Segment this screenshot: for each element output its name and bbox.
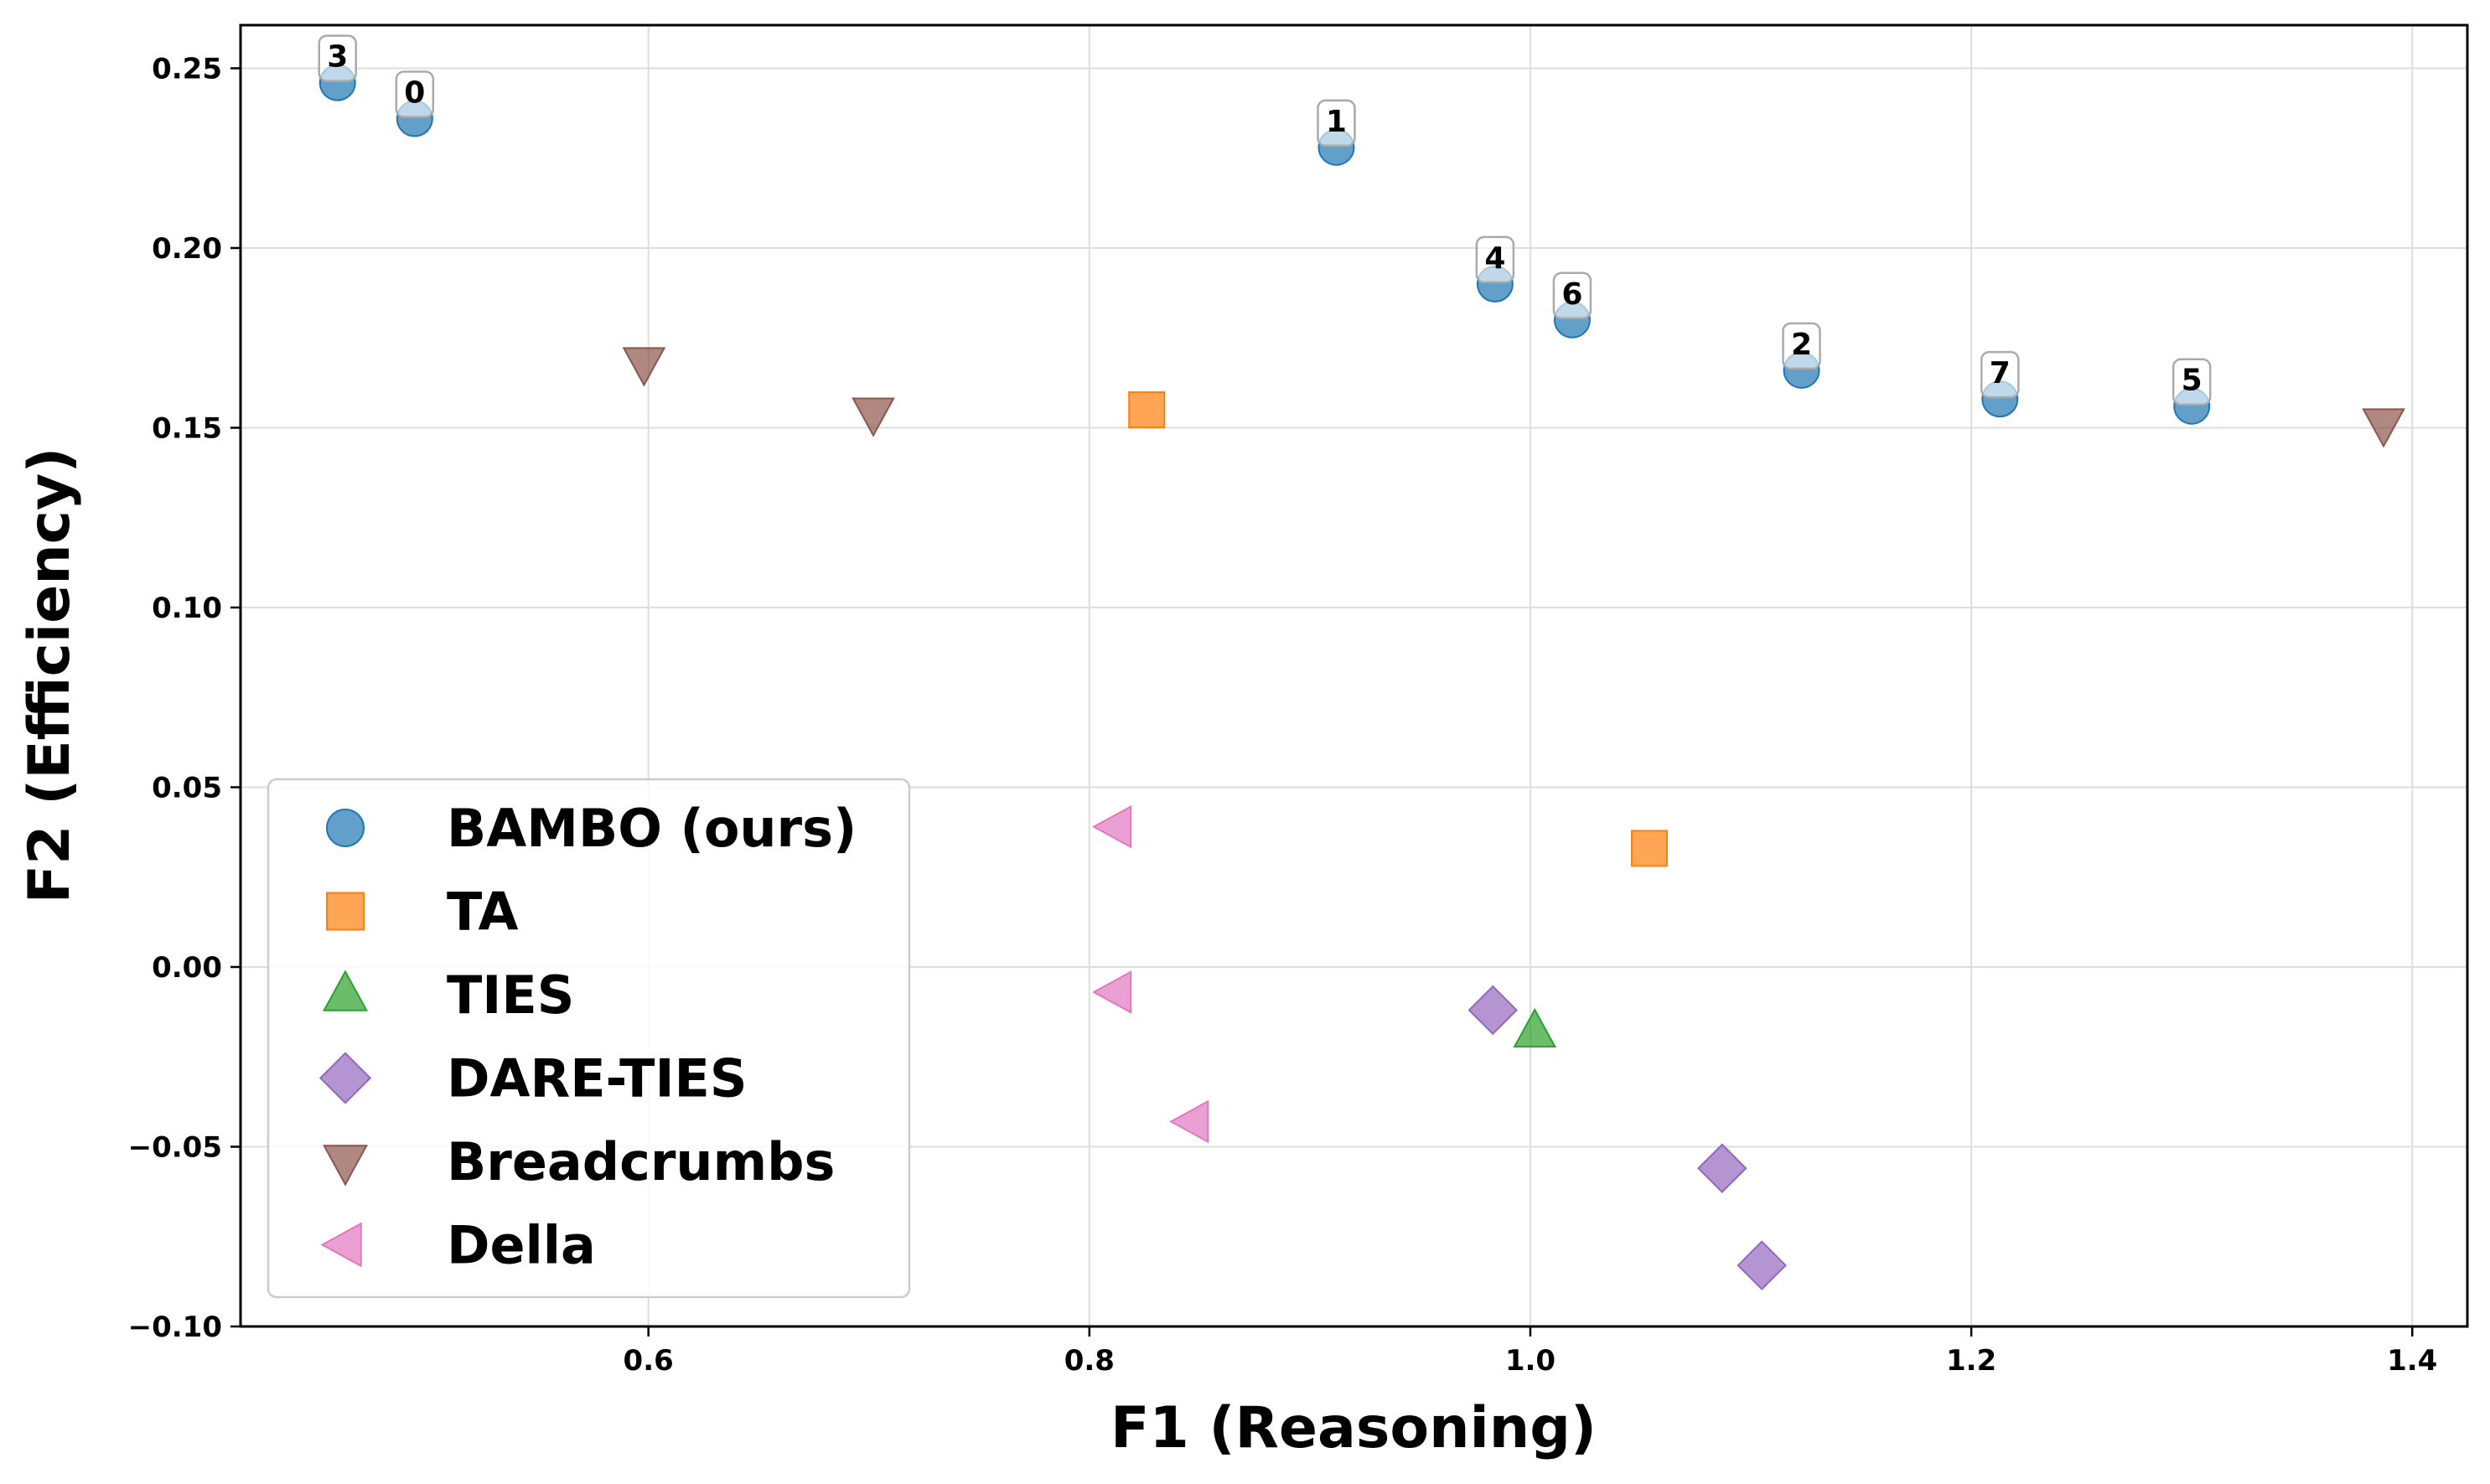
point-label: 3 [327,40,348,75]
legend-entry-label: TA [447,882,518,943]
data-point [1092,804,1132,849]
data-point [1468,985,1518,1036]
y-tick-label: 0.00 [152,951,222,985]
x-tick-label: 1.4 [2387,1344,2437,1378]
legend-box [267,778,911,1299]
point-labels: 3 0 1 4 6 2 7 5 [318,34,2212,406]
data-point [622,347,666,387]
point-label: 0 [404,76,425,111]
point-label-box [2172,358,2212,406]
legend-entry-label: TIES [447,964,574,1026]
plot-frame [239,23,2469,1328]
data-point [1631,830,1669,867]
legend-marker [318,1052,372,1104]
data-point [1513,1007,1557,1048]
point-label-box [1552,271,1592,320]
point-label-box [318,34,358,82]
legend-marker [323,1145,368,1187]
legend-marker [326,809,365,847]
point-label: 6 [1561,277,1582,312]
y-tick-label: 0.25 [152,52,222,85]
axis-ticks: 0.6 0.8 1.0 1.2 1.4 −0.10 −0.05 0.00 0.05 0.10 0.1… [128,52,2438,1378]
y-tick-label: 0.10 [152,592,222,625]
point-label: 5 [2182,364,2203,398]
y-tick-label: 0.05 [152,771,222,804]
point-label-box [1475,235,1515,284]
x-tick-label: 0.6 [624,1344,674,1378]
point-label-box [1317,99,1356,147]
legend-entry-label: Breadcrumbs [447,1131,835,1192]
point-label: 4 [1484,241,1505,276]
point-label: 1 [1326,105,1347,139]
legend-marker [323,970,368,1011]
legend-marker [320,1222,362,1268]
data-point [1128,391,1166,429]
point-label-box [1782,322,1821,370]
legend-entry-label: BAMBO (ours) [447,798,857,859]
data-point [852,397,895,437]
y-tick-label: 0.15 [152,411,222,445]
legend: BAMBO (ours) TA TIES DARE-TIES Breadcrumbs De… [267,778,911,1299]
y-tick-label: 0.20 [152,232,222,266]
x-tick-label: 1.2 [1946,1344,1996,1378]
legend-entry-label: Della [447,1215,596,1276]
y-axis-label: F2 (Efficiency) [17,447,83,904]
x-tick-label: 0.8 [1064,1344,1115,1378]
data-point [1697,1143,1747,1194]
point-label: 2 [1791,328,1812,362]
legend-marker [326,892,365,931]
data-point [1737,1240,1787,1290]
y-tick-label: −0.05 [128,1130,222,1164]
data-point [1169,1099,1209,1144]
point-label-box [1980,350,2020,399]
x-axis-label: F1 (Reasoning) [1110,1395,1597,1461]
x-tick-label: 1.0 [1505,1344,1556,1378]
y-tick-label: −0.10 [128,1311,222,1344]
point-label: 7 [1990,356,2011,390]
data-point [1092,970,1132,1014]
point-label-box [395,70,435,118]
data-point [2362,408,2405,448]
legend-entry-label: DARE-TIES [447,1048,748,1109]
